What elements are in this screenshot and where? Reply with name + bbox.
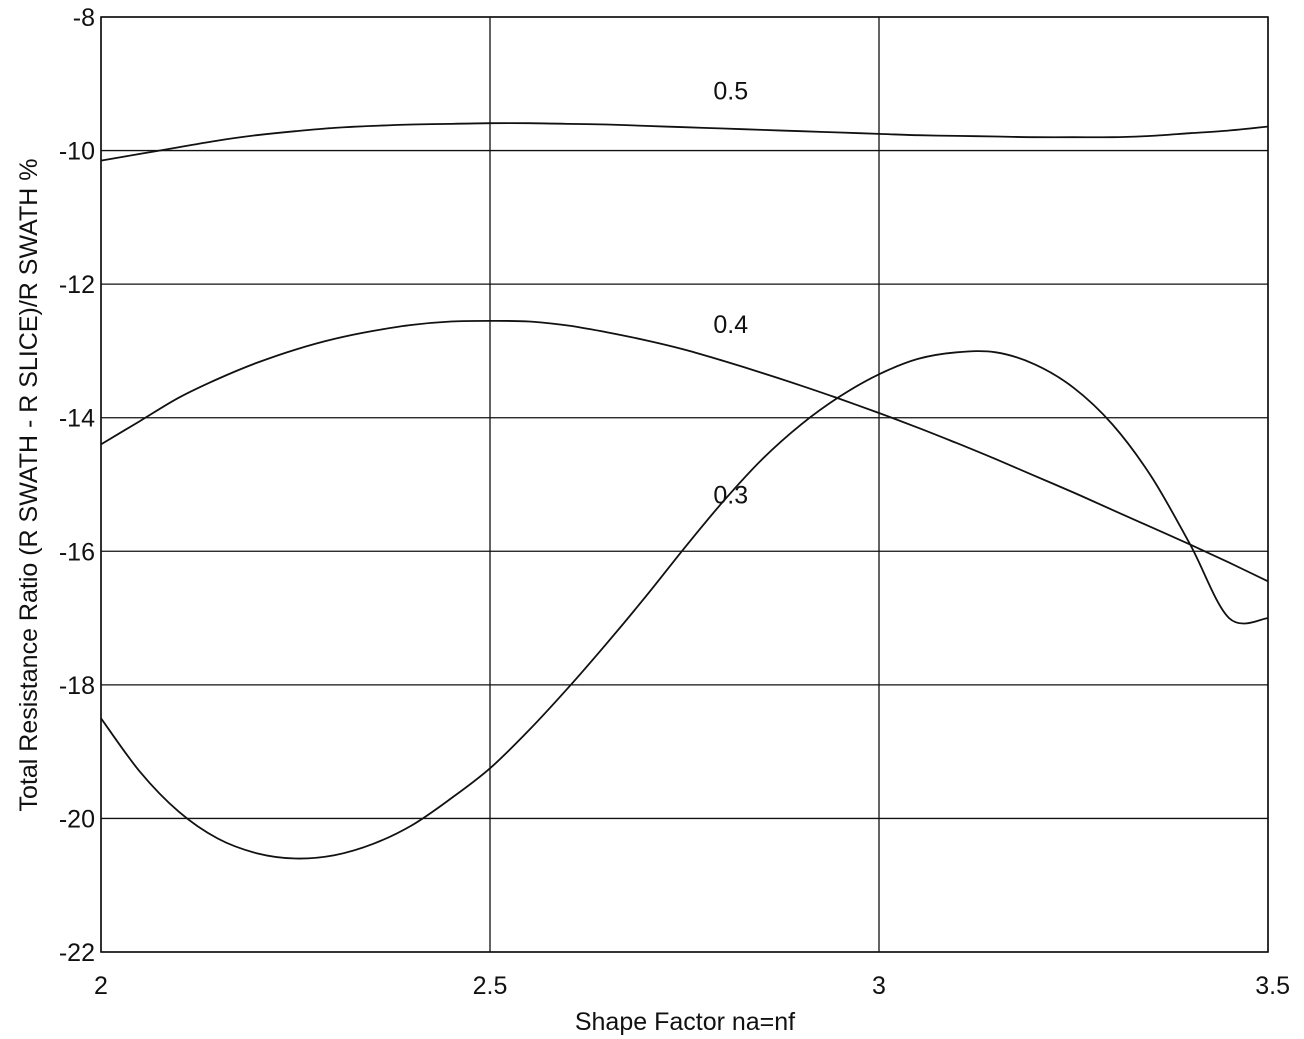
curves bbox=[100, 122, 1269, 860]
y-tick-label: -18 bbox=[59, 672, 95, 700]
x-tick-label: 3 bbox=[872, 972, 886, 1000]
y-tick-label: -16 bbox=[59, 538, 95, 566]
y-tick-label: -8 bbox=[73, 4, 95, 32]
series-label-0-5: 0.5 bbox=[713, 77, 748, 105]
series-line-0-4 bbox=[100, 319, 1269, 583]
series-labels: 0.5 0.4 0.3 bbox=[713, 77, 748, 509]
y-tick-label: -20 bbox=[59, 805, 95, 833]
x-tick-label: 2.5 bbox=[473, 972, 508, 1000]
x-tick-labels: 2 2.5 3 3.5 bbox=[94, 972, 1290, 1000]
y-tick-labels: -22 -20 -18 -16 -14 -12 -10 -8 bbox=[59, 4, 95, 967]
y-axis-label: Total Resistance Ratio (R SWATH - R SLIC… bbox=[15, 159, 43, 812]
y-tick-label: -14 bbox=[59, 405, 95, 433]
series-label-0-4: 0.4 bbox=[713, 311, 748, 339]
series-label-0-3: 0.3 bbox=[713, 482, 748, 510]
series-line-0-3 bbox=[100, 350, 1269, 860]
series-line-0-5 bbox=[100, 122, 1269, 162]
x-tick-label: 2 bbox=[94, 972, 108, 1000]
x-tick-label: 3.5 bbox=[1255, 972, 1290, 1000]
y-tick-label: -10 bbox=[59, 138, 95, 166]
y-tick-label: -22 bbox=[59, 939, 95, 967]
gridlines bbox=[100, 16, 1269, 953]
plot-frame bbox=[100, 16, 1269, 953]
x-axis-label: Shape Factor na=nf bbox=[575, 1008, 795, 1036]
y-tick-label: -12 bbox=[59, 271, 95, 299]
